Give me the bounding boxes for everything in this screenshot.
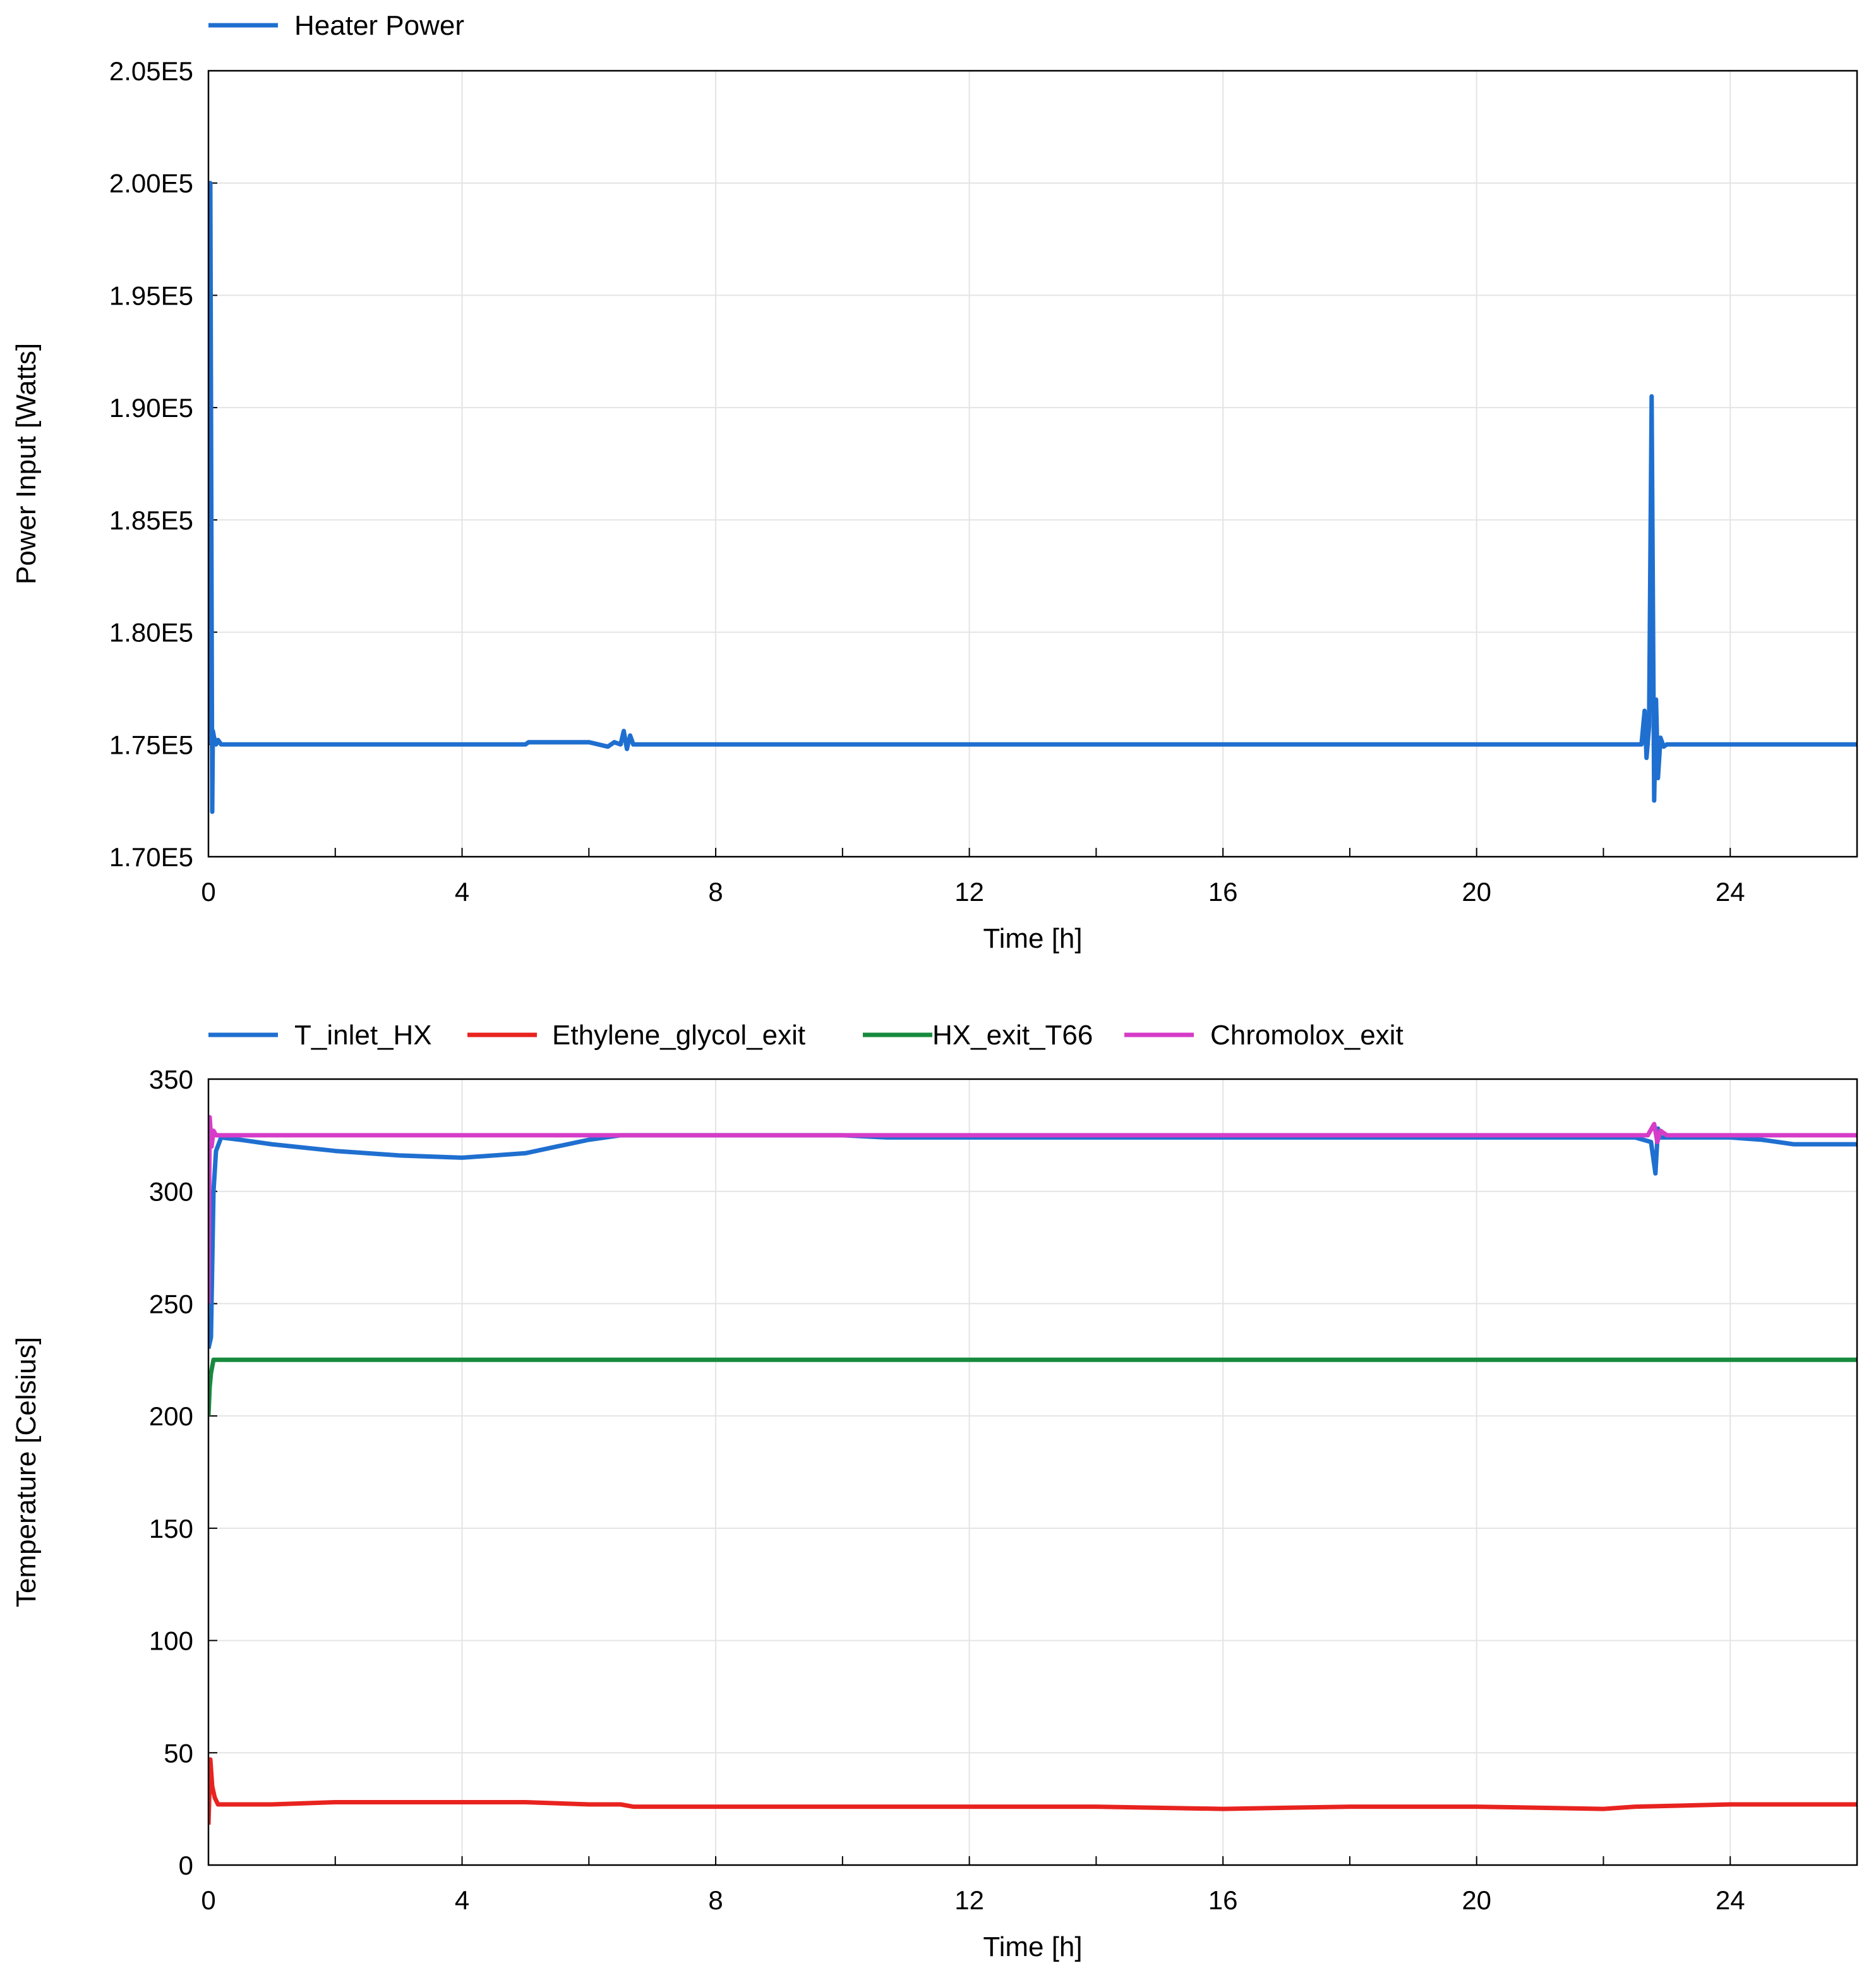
chart1-series-line-hx-exit-t66 — [208, 1357, 1857, 1416]
chart0-y-axis-title: Power Input [Watts] — [11, 343, 42, 584]
chart0-x-tick-label: 24 — [1716, 877, 1745, 907]
chart0-series-line-heater-power — [208, 181, 1857, 814]
chart1-x-axis-title: Time [h] — [983, 1931, 1082, 1962]
chart0-y-tick-label: 1.85E5 — [109, 505, 193, 535]
chart1-y-tick-label: 150 — [149, 1514, 193, 1543]
chart1-y-tick-label: 250 — [149, 1289, 193, 1319]
chart0-plot-frame — [207, 69, 1858, 858]
chart1-y-tick-label: 50 — [164, 1738, 193, 1768]
chart1-x-tick-label: 12 — [954, 1885, 984, 1915]
chart0-y-tick-label: 1.75E5 — [109, 730, 193, 759]
chart1-x-tick-label: 24 — [1716, 1885, 1745, 1915]
chart1-y-tick-label: 0 — [179, 1851, 193, 1880]
chart0-x-tick-label: 12 — [954, 877, 984, 907]
temperature-chart: 0 4 8 12 16 20 24 0 50 100 150 200 250 300 350 Time [h]… — [11, 1020, 1858, 1962]
chart1-x-tick-label: 8 — [708, 1885, 723, 1915]
chart1-plot-frame — [207, 1078, 1858, 1866]
chart1-series-line-chromolox-exit — [208, 1114, 1857, 1304]
chart0-y-tick-label: 1.80E5 — [109, 618, 193, 648]
chart1-series-line-ethylene-glycol-exit — [208, 1757, 1857, 1825]
chart1-x-tick-label: 0 — [201, 1885, 215, 1915]
chart1-legend-label-t-inlet-hx: T_inlet_HX — [294, 1020, 432, 1051]
chart0-legend-label-heater-power: Heater Power — [294, 10, 464, 41]
chart0-y-tick-label: 2.00E5 — [109, 169, 193, 198]
chart0-y-tick-label: 1.90E5 — [109, 393, 193, 423]
chart0-x-tick-label: 8 — [708, 877, 723, 907]
chart0-x-tick-label: 4 — [455, 877, 469, 907]
chart0-plot-area — [208, 71, 1857, 857]
chart1-legend-label-ethylene-glycol-exit: Ethylene_glycol_exit — [552, 1020, 805, 1051]
chart1-y-tick-label: 300 — [149, 1177, 193, 1207]
chart0-x-tick-label: 0 — [201, 877, 215, 907]
chart0-y-tick-label: 1.70E5 — [109, 842, 193, 872]
chart1-y-tick-label: 100 — [149, 1626, 193, 1656]
chart0-y-tick-label: 2.05E5 — [109, 56, 193, 86]
chart0-x-tick-label: 20 — [1462, 877, 1491, 907]
chart0-y-tick-label: 1.95E5 — [109, 281, 193, 310]
chart0-x-axis-title: Time [h] — [983, 923, 1082, 954]
chart1-x-tick-label: 20 — [1462, 1885, 1491, 1915]
chart1-x-tick-label: 16 — [1208, 1885, 1238, 1915]
chart1-y-tick-label: 350 — [149, 1065, 193, 1094]
chart1-legend-label-chromolox-exit: Chromolox_exit — [1210, 1020, 1404, 1051]
chart1-x-tick-label: 4 — [455, 1885, 469, 1915]
chart1-legend-label-hx-exit-t66: HX_exit_T66 — [932, 1020, 1093, 1051]
chart1-legend: T_inlet_HX Ethylene_glycol_exit HX_exit_T6… — [208, 1020, 1404, 1051]
chart1-y-tick-label: 200 — [149, 1401, 193, 1431]
chart1-plot-area — [208, 1079, 1857, 1865]
heater-power-chart: 0 4 8 12 16 20 24 1.70E5 1.75E5 1.80E5 1.85E5 1.90E… — [11, 10, 1858, 954]
chart0-x-tick-label: 16 — [1208, 877, 1238, 907]
chart0-legend: Heater Power — [208, 10, 464, 41]
chart1-y-axis-title: Temperature [Celsius] — [11, 1337, 42, 1607]
